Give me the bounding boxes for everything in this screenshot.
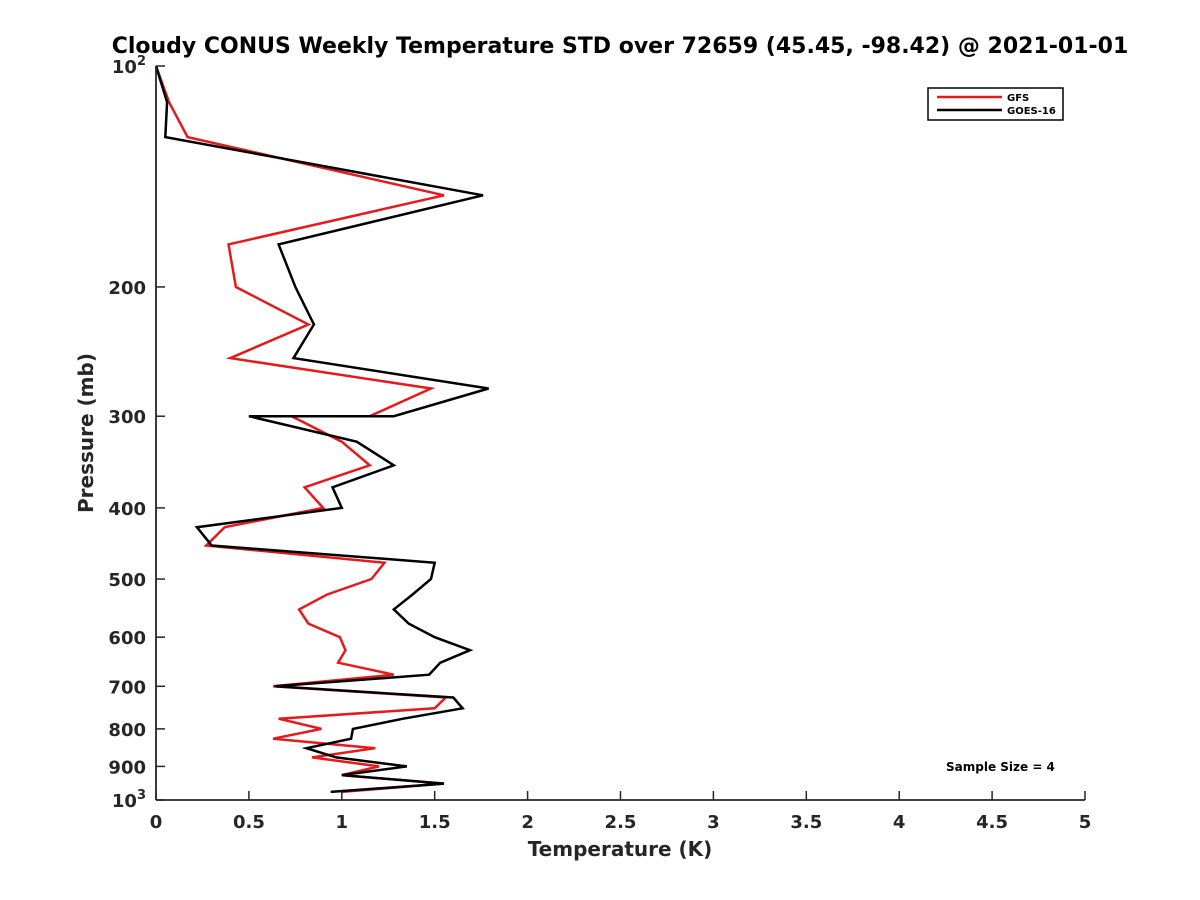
series-line-gfs [154, 65, 449, 794]
chart-title: Cloudy CONUS Weekly Temperature STD over… [112, 34, 1129, 59]
x-tick-label: 2 [521, 812, 534, 833]
x-tick-label: 4.5 [976, 812, 1008, 833]
x-axis-label: Temperature (K) [528, 837, 713, 861]
x-tick-label: 1.5 [419, 812, 451, 833]
y-tick-label: 600 [108, 628, 146, 649]
y-tick-label: 400 [108, 499, 146, 520]
y-tick-label: 700 [108, 677, 146, 698]
x-tick-label: 2.5 [605, 812, 637, 833]
x-tick-label: 0.5 [233, 812, 265, 833]
plot-lines [154, 65, 489, 794]
legend-label-gfs: GFS [1007, 93, 1029, 104]
y-tick-label: 500 [108, 570, 146, 591]
y-axis-ticks: 102 200 300 400 500 600 700 800 900 103 [108, 54, 165, 812]
y-tick-label: 800 [108, 720, 146, 741]
x-tick-label: 3 [707, 812, 720, 833]
legend: GFS GOES-16 [927, 87, 1064, 121]
x-axis-ticks: 0 0.5 1 1.5 2 2.5 3 3.5 4 4.5 5 [150, 791, 1092, 833]
sample-size-annotation: Sample Size = 4 [946, 760, 1055, 774]
y-axis-label: Pressure (mb) [74, 353, 98, 513]
y-tick-label: 103 [112, 788, 146, 812]
y-tick-label: 300 [108, 407, 146, 428]
y-tick-label: 900 [108, 757, 146, 778]
x-tick-label: 3.5 [790, 812, 822, 833]
legend-label-goes16: GOES-16 [1007, 106, 1056, 117]
y-tick-label: 102 [112, 54, 146, 78]
x-tick-label: 0 [150, 812, 163, 833]
x-tick-label: 5 [1079, 812, 1092, 833]
plot-axes [155, 66, 1085, 801]
x-tick-label: 4 [893, 812, 906, 833]
legend-box [927, 87, 1064, 121]
x-tick-label: 1 [336, 812, 349, 833]
series-line-goes16 [154, 65, 489, 794]
y-tick-label: 200 [108, 278, 146, 299]
